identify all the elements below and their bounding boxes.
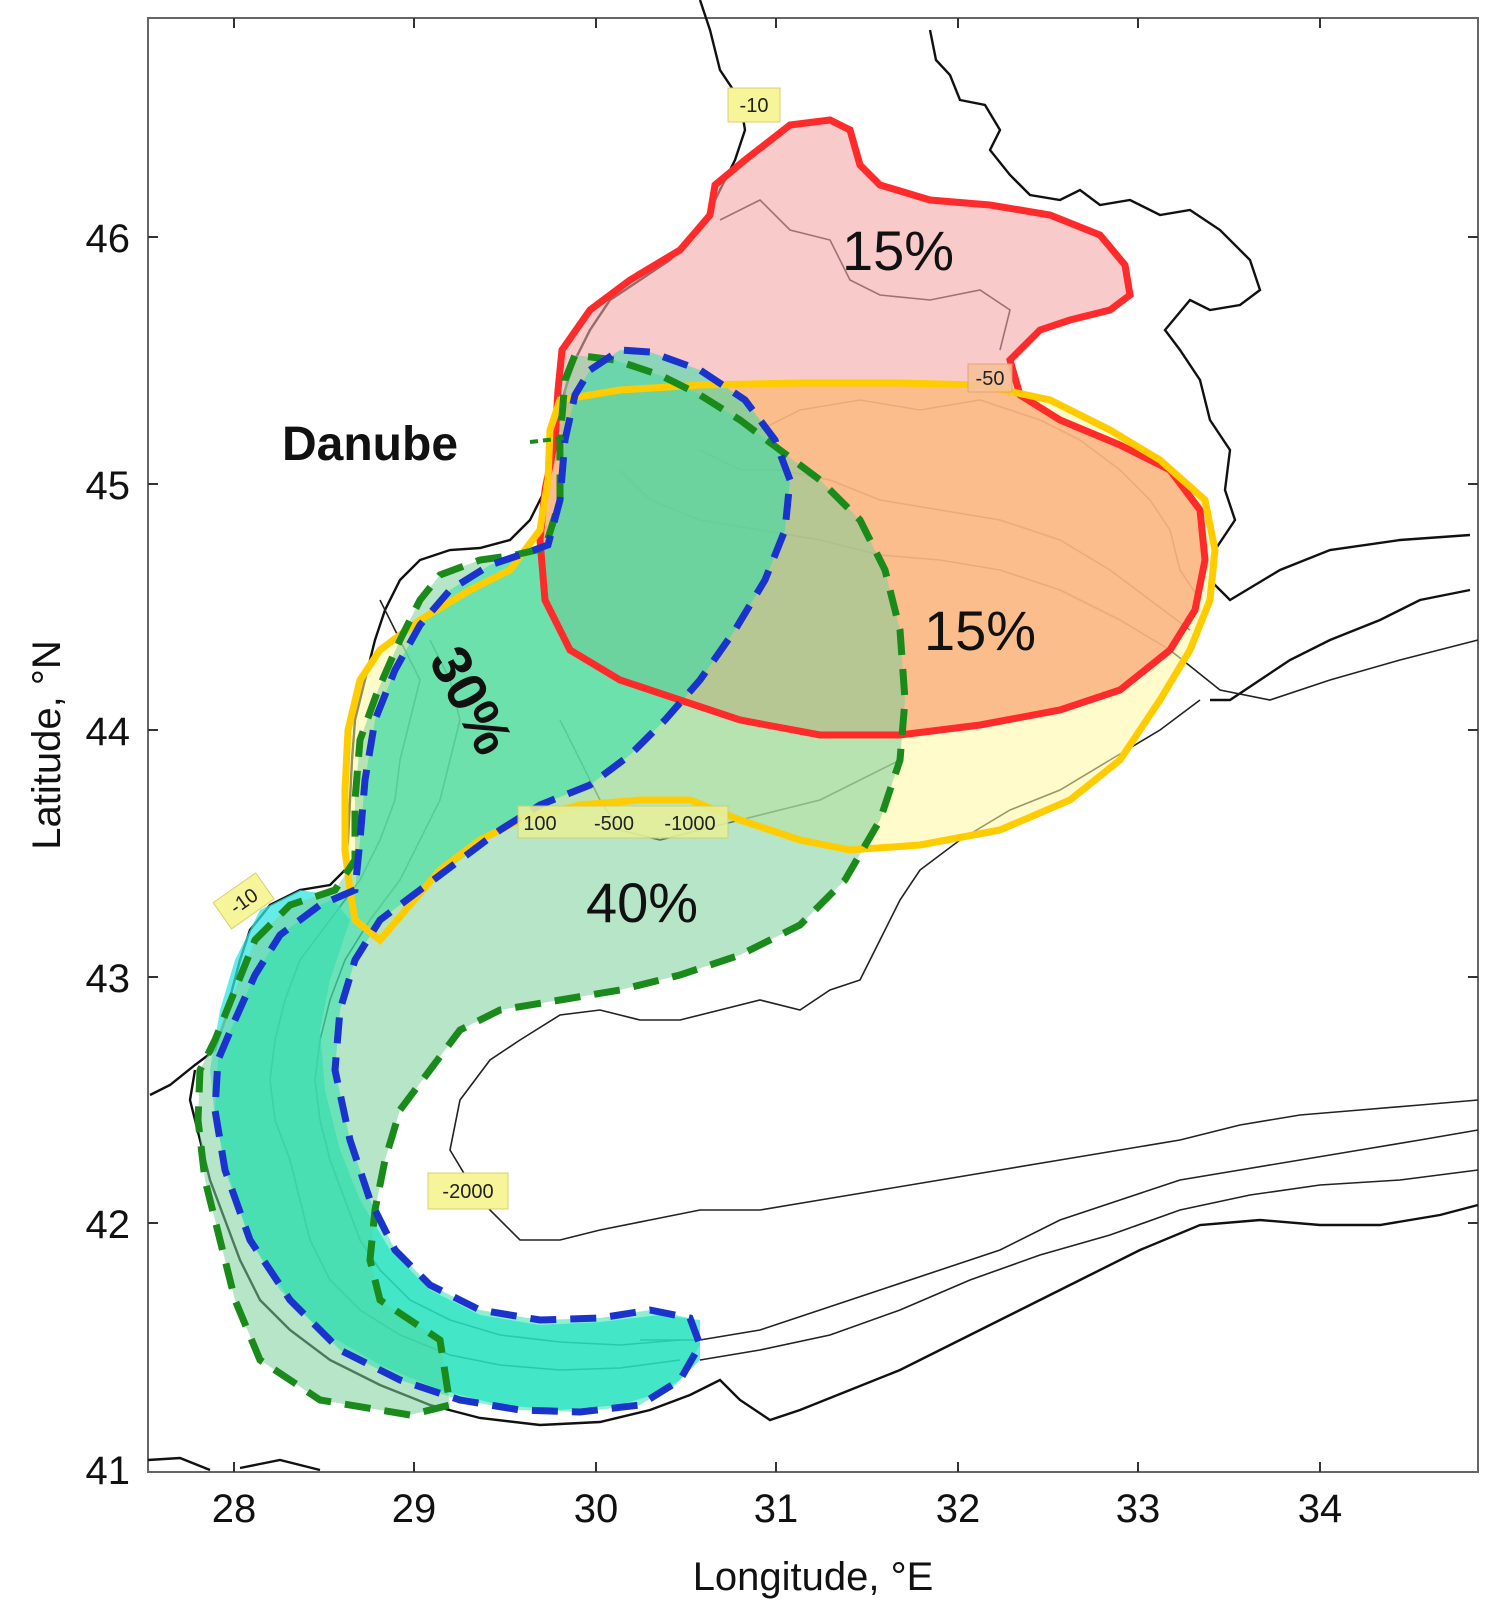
contour-tag-500-text: -500 [594,813,634,835]
y-tick-labels: 46 45 44 43 42 41 [86,217,131,1493]
x-tick-label: 28 [212,1487,257,1531]
x-tick-label: 32 [936,1487,981,1531]
zone-blue-outline [211,346,794,1416]
label-red-zone-pct: 15% [842,219,954,282]
zone-blue-dashed [215,350,790,1412]
x-tick-label: 31 [754,1487,799,1531]
y-tick-label: 43 [86,957,131,1001]
label-orange-zone-pct: 15% [924,599,1036,662]
zone-yellow-outline [341,379,1219,945]
contour-tag-deep-text: -2000 [442,1181,493,1203]
contour-tag-1000-text: -1000 [664,813,715,835]
y-tick-label: 45 [86,464,131,508]
y-tick-label: 42 [86,1203,131,1247]
contour-tag-mid: 100 -500 -1000 [517,805,729,839]
danube-pointer [529,436,566,444]
y-tick-label: 44 [86,710,131,754]
contour-tag-ne: -50 [967,363,1013,393]
x-tick-labels: 28 29 30 31 32 33 34 [212,1487,1343,1531]
contour-tag-top-text: -10 [740,95,769,117]
contour-tag-top: -10 [727,87,781,123]
contour-tag-100-text: 100 [523,813,556,835]
x-tick-label: 30 [574,1487,619,1531]
y-axis-title: Latitude, °N [25,640,69,849]
zone-green-outline [194,351,909,1419]
y-tick-label: 41 [86,1449,131,1493]
x-tick-marks [233,18,1321,1472]
y-tick-label: 46 [86,217,131,261]
y-tick-marks [148,236,1478,1224]
contour-tag-ne-text: -50 [976,368,1005,390]
x-tick-label: 29 [392,1487,437,1531]
contour-tag-deep: -2000 [427,1172,509,1210]
label-danube: Danube [282,418,458,471]
x-tick-label: 33 [1116,1487,1161,1531]
x-axis-title: Longitude, °E [693,1555,934,1599]
label-green-zone-pct: 40% [586,871,698,934]
x-tick-label: 34 [1298,1487,1343,1531]
